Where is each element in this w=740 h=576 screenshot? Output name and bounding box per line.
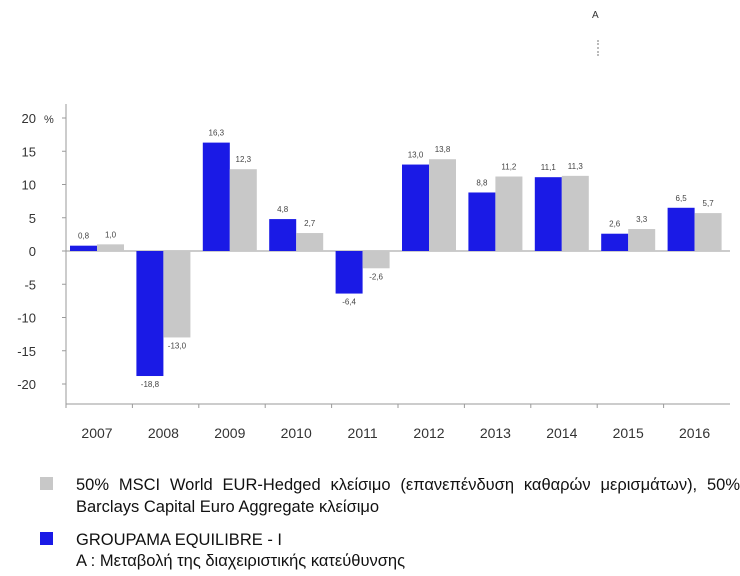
bar-benchmark-2011 [362,251,390,269]
bar-fund-2012 [402,164,429,251]
annotation-marker-a: A [592,10,599,21]
x-tick-label: 2013 [480,425,511,441]
y-tick-label: -5 [24,277,36,292]
x-tick-label: 2011 [348,425,378,441]
legend-swatch-benchmark [40,477,53,490]
data-label-benchmark-2009: 12,3 [236,155,252,164]
bar-fund-2014 [534,177,562,251]
data-label-benchmark-2013: 11,2 [501,163,517,172]
bar-benchmark-2016 [694,213,722,251]
data-label-fund-2008: -18,8 [141,380,160,389]
bar-benchmark-2010 [296,233,324,251]
data-label-benchmark-2010: 2,7 [304,219,316,228]
x-tick-label: 2014 [546,425,577,441]
y-tick-label: -10 [17,311,36,326]
bar-benchmark-2015 [628,229,656,251]
data-label-fund-2011: -6,4 [342,298,356,307]
bar-benchmark-2012 [429,159,456,251]
bar-fund-2011 [335,251,363,294]
data-label-benchmark-2011: -2,6 [369,272,383,281]
legend-item-fund: GROUPAMA EQUILIBRE - I [40,529,282,551]
annotation-marker-line [597,40,601,56]
bar-fund-2008 [136,251,164,377]
bar-fund-2007 [70,245,97,251]
y-tick-label: 10 [22,178,36,193]
x-tick-label: 2010 [281,425,312,441]
footnote-a: A : Μεταβολή της διαχειριστικής κατεύθυν… [76,552,406,570]
x-tick-label: 2016 [679,425,710,441]
data-label-benchmark-2008: -13,0 [168,341,187,350]
legend-label-fund: GROUPAMA EQUILIBRE - I [76,531,282,549]
legend-swatch-fund [40,532,53,545]
bar-benchmark-2009 [229,169,257,251]
x-tick-label: 2012 [413,425,444,441]
bar-fund-2010 [269,219,297,251]
y-tick-label: 5 [29,211,36,226]
data-label-fund-2007: 0,8 [78,232,90,241]
legend-item-benchmark: 50% MSCI World EUR-Hedged κλείσιμο (επαν… [40,474,740,518]
bar-fund-2016 [667,207,695,251]
data-label-benchmark-2014: 11,3 [568,162,584,171]
data-label-fund-2014: 11,1 [541,163,557,172]
data-label-fund-2009: 16,3 [209,129,225,138]
bar-benchmark-2013 [495,176,523,251]
legend-label-benchmark: 50% MSCI World EUR-Hedged κλείσιμο (επαν… [76,476,740,516]
y-tick-label: 15 [22,144,36,159]
bar-benchmark-2014 [561,175,589,251]
bar-fund-2009 [202,142,230,251]
y-unit-label: % [44,114,54,126]
bar-fund-2015 [601,233,629,251]
data-label-benchmark-2012: 13,8 [435,145,451,154]
x-tick-label: 2009 [214,425,245,441]
data-label-fund-2010: 4,8 [277,205,289,214]
data-label-benchmark-2016: 5,7 [703,199,715,208]
y-tick-label: 20 [22,111,36,126]
y-tick-label: 0 [29,244,36,259]
bar-fund-2013 [468,192,496,251]
y-tick-label: -20 [17,377,36,392]
data-label-benchmark-2015: 3,3 [636,215,648,224]
bar-benchmark-2007 [97,244,124,251]
data-label-fund-2013: 8,8 [476,178,488,187]
x-tick-label: 2015 [613,425,644,441]
data-label-fund-2016: 6,5 [676,194,688,203]
x-tick-label: 2008 [148,425,179,441]
x-tick-label: 2007 [81,425,112,441]
data-label-fund-2012: 13,0 [408,151,424,160]
bar-benchmark-2008 [163,251,191,338]
data-label-fund-2015: 2,6 [609,220,621,229]
y-tick-label: -15 [17,344,36,359]
data-label-benchmark-2007: 1,0 [105,230,117,239]
